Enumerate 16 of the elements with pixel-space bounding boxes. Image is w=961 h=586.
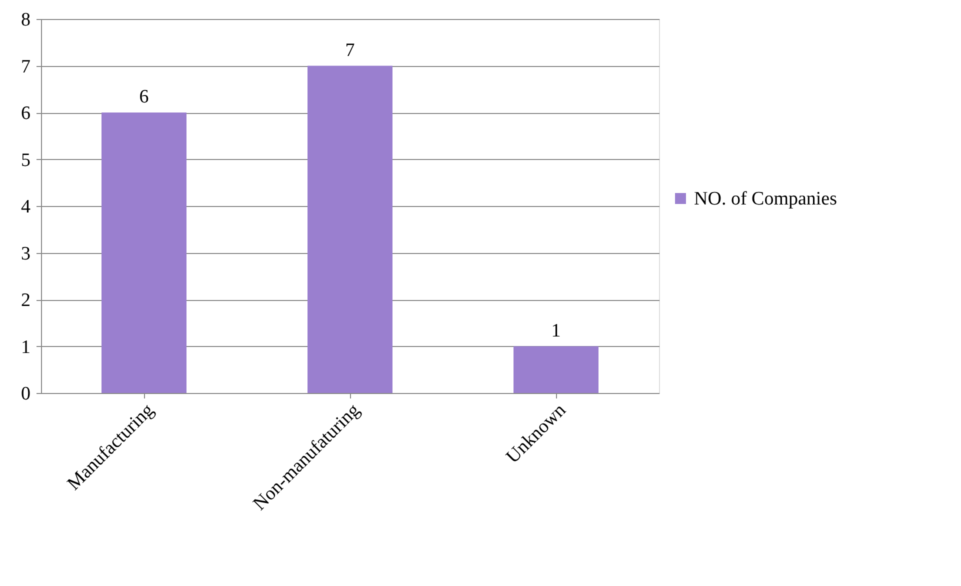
y-tick-label: 7	[21, 56, 30, 78]
y-tick-label: 0	[21, 384, 30, 404]
y-tick-label: 3	[21, 243, 30, 264]
data-label: 1	[551, 320, 561, 342]
data-label: 6	[139, 86, 149, 108]
y-tick-label: 1	[21, 336, 30, 358]
data-label: 7	[345, 40, 355, 61]
bar	[514, 346, 598, 393]
bar	[102, 112, 186, 393]
y-tick-label: 2	[21, 290, 30, 311]
y-tick-label: 8	[21, 10, 30, 30]
legend-label: NO. of Companies	[694, 188, 838, 210]
y-tick-label: 6	[21, 103, 30, 124]
bar	[308, 66, 392, 393]
y-tick-label: 4	[21, 196, 31, 218]
y-tick-label: 5	[21, 150, 30, 171]
